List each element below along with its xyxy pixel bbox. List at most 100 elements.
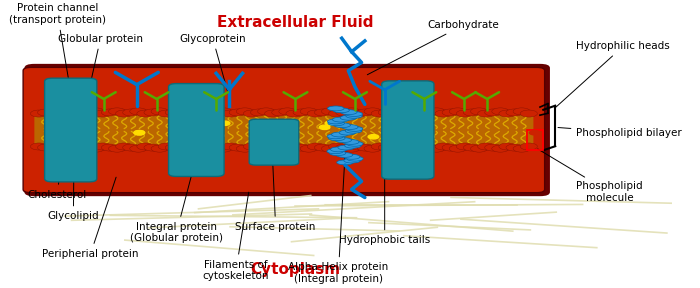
Circle shape bbox=[151, 108, 168, 115]
Circle shape bbox=[222, 110, 239, 117]
Circle shape bbox=[506, 109, 523, 116]
Circle shape bbox=[513, 145, 531, 152]
Ellipse shape bbox=[391, 90, 418, 100]
Text: Carbohydrate: Carbohydrate bbox=[368, 20, 499, 75]
Ellipse shape bbox=[334, 123, 351, 128]
Circle shape bbox=[73, 143, 90, 150]
Circle shape bbox=[520, 143, 538, 150]
Circle shape bbox=[307, 143, 324, 150]
Circle shape bbox=[187, 144, 204, 151]
Circle shape bbox=[137, 143, 154, 150]
Ellipse shape bbox=[328, 106, 344, 111]
Circle shape bbox=[52, 143, 69, 150]
Circle shape bbox=[194, 145, 211, 152]
Text: Glycolipid: Glycolipid bbox=[48, 154, 99, 221]
Circle shape bbox=[393, 110, 410, 117]
Circle shape bbox=[293, 144, 310, 151]
Ellipse shape bbox=[328, 119, 344, 124]
Circle shape bbox=[463, 109, 481, 116]
Circle shape bbox=[520, 110, 538, 117]
Circle shape bbox=[201, 130, 211, 135]
Ellipse shape bbox=[331, 132, 348, 137]
Circle shape bbox=[343, 108, 360, 115]
Circle shape bbox=[130, 108, 147, 115]
Circle shape bbox=[172, 145, 190, 152]
Circle shape bbox=[116, 143, 133, 150]
Ellipse shape bbox=[329, 151, 346, 156]
Circle shape bbox=[421, 109, 438, 116]
Circle shape bbox=[158, 110, 175, 117]
Text: Cytoplasm: Cytoplasm bbox=[251, 262, 340, 277]
Circle shape bbox=[258, 108, 274, 115]
Circle shape bbox=[335, 109, 353, 116]
Circle shape bbox=[78, 130, 88, 135]
Circle shape bbox=[414, 143, 431, 150]
Circle shape bbox=[428, 145, 445, 152]
Circle shape bbox=[477, 110, 495, 117]
Circle shape bbox=[499, 110, 516, 117]
Ellipse shape bbox=[346, 111, 363, 116]
Circle shape bbox=[144, 144, 161, 151]
Circle shape bbox=[30, 110, 48, 117]
Circle shape bbox=[130, 145, 147, 152]
Text: Protein channel
(transport protein): Protein channel (transport protein) bbox=[9, 3, 106, 90]
Ellipse shape bbox=[342, 139, 359, 144]
Circle shape bbox=[236, 145, 253, 152]
Circle shape bbox=[73, 110, 90, 117]
Circle shape bbox=[492, 145, 509, 152]
Circle shape bbox=[59, 144, 76, 151]
Circle shape bbox=[328, 110, 346, 117]
Circle shape bbox=[321, 108, 339, 115]
Circle shape bbox=[325, 121, 336, 126]
Circle shape bbox=[393, 143, 410, 150]
Circle shape bbox=[151, 145, 168, 152]
Circle shape bbox=[265, 143, 282, 150]
Ellipse shape bbox=[345, 128, 362, 133]
Text: Alpha-Helix protein
(Integral protein): Alpha-Helix protein (Integral protein) bbox=[288, 157, 388, 284]
Circle shape bbox=[194, 108, 211, 115]
Circle shape bbox=[66, 108, 83, 115]
Ellipse shape bbox=[344, 143, 361, 148]
Circle shape bbox=[244, 143, 260, 150]
Circle shape bbox=[279, 108, 296, 115]
Circle shape bbox=[371, 143, 388, 150]
Circle shape bbox=[470, 108, 488, 115]
Circle shape bbox=[144, 109, 161, 116]
Circle shape bbox=[88, 145, 104, 152]
Ellipse shape bbox=[337, 160, 354, 165]
Circle shape bbox=[78, 130, 89, 135]
Circle shape bbox=[272, 144, 289, 151]
Circle shape bbox=[219, 121, 230, 126]
FancyBboxPatch shape bbox=[25, 64, 550, 196]
Circle shape bbox=[357, 109, 374, 116]
Circle shape bbox=[463, 144, 481, 151]
Circle shape bbox=[52, 130, 63, 135]
Circle shape bbox=[314, 109, 332, 116]
Circle shape bbox=[321, 145, 339, 152]
Circle shape bbox=[251, 109, 267, 116]
Circle shape bbox=[45, 145, 62, 152]
Circle shape bbox=[272, 109, 289, 116]
Circle shape bbox=[215, 145, 232, 152]
Circle shape bbox=[286, 110, 303, 117]
Circle shape bbox=[499, 143, 516, 150]
Circle shape bbox=[108, 108, 126, 115]
Text: Surface protein: Surface protein bbox=[235, 156, 316, 232]
Circle shape bbox=[449, 108, 466, 115]
Circle shape bbox=[116, 110, 133, 117]
Circle shape bbox=[52, 110, 69, 117]
Circle shape bbox=[38, 144, 55, 151]
Ellipse shape bbox=[346, 156, 363, 161]
Circle shape bbox=[378, 144, 395, 151]
Circle shape bbox=[477, 143, 495, 150]
Ellipse shape bbox=[344, 158, 360, 163]
Circle shape bbox=[251, 125, 262, 130]
Circle shape bbox=[456, 110, 473, 117]
Text: Phospholipid bilayer: Phospholipid bilayer bbox=[558, 128, 682, 138]
Ellipse shape bbox=[327, 134, 344, 139]
Text: Globular protein: Globular protein bbox=[58, 34, 143, 95]
Circle shape bbox=[102, 144, 118, 151]
Circle shape bbox=[244, 110, 260, 117]
Circle shape bbox=[80, 144, 97, 151]
Circle shape bbox=[328, 143, 346, 150]
